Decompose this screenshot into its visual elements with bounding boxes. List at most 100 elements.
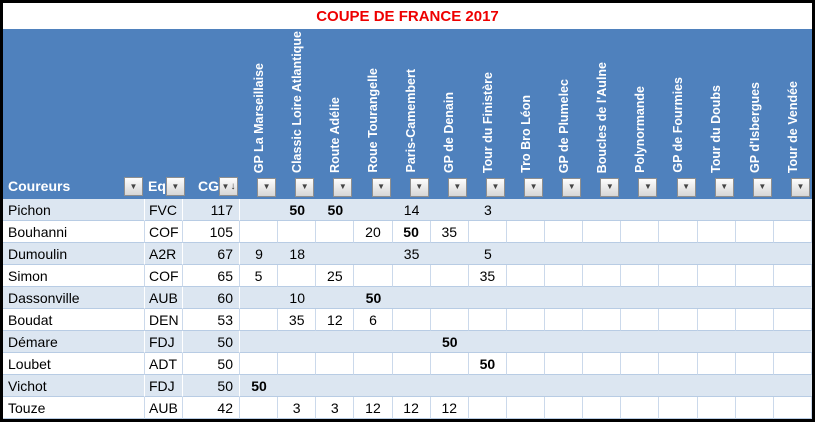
points-cell[interactable] [735,287,774,309]
points-cell[interactable] [735,265,774,287]
points-cell[interactable] [392,265,431,287]
filter-button-race[interactable]: ▼ [752,177,772,197]
points-cell[interactable] [697,353,736,375]
cg-cell[interactable]: 50 [183,375,240,397]
coureur-cell[interactable]: Simon [3,265,145,287]
points-cell[interactable] [430,287,469,309]
points-cell[interactable] [735,397,774,419]
points-cell[interactable] [659,353,698,375]
points-cell[interactable] [392,331,431,353]
points-cell[interactable] [659,331,698,353]
points-cell[interactable]: 3 [468,199,507,221]
points-cell[interactable]: 50 [278,199,317,221]
points-cell[interactable] [773,353,812,375]
points-cell[interactable] [430,309,469,331]
points-cell[interactable] [621,331,660,353]
points-cell[interactable] [506,353,546,375]
points-cell[interactable] [583,265,622,287]
points-cell[interactable] [773,221,812,243]
filter-button-race[interactable]: ▼ [562,177,582,197]
points-cell[interactable] [735,243,774,265]
points-cell[interactable] [773,375,812,397]
points-cell[interactable]: 35 [430,221,469,243]
points-cell[interactable] [392,309,431,331]
points-cell[interactable] [583,221,622,243]
points-cell[interactable] [773,397,812,419]
points-cell[interactable] [506,309,546,331]
eq-cell[interactable]: COF [145,221,183,243]
points-cell[interactable] [392,375,431,397]
points-cell[interactable]: 18 [278,243,317,265]
points-cell[interactable] [735,199,774,221]
points-cell[interactable] [392,287,431,309]
points-cell[interactable] [659,199,698,221]
points-cell[interactable] [545,309,584,331]
points-cell[interactable] [621,353,660,375]
points-cell[interactable]: 10 [278,287,317,309]
eq-cell[interactable]: FDJ [145,331,183,353]
points-cell[interactable] [354,375,393,397]
cg-cell[interactable]: 117 [183,199,240,221]
cg-cell[interactable]: 105 [183,221,240,243]
points-cell[interactable] [583,199,622,221]
points-cell[interactable] [583,375,622,397]
points-cell[interactable] [545,199,584,221]
points-cell[interactable]: 35 [468,265,507,287]
points-cell[interactable] [545,375,584,397]
coureur-cell[interactable]: Touze [3,397,145,419]
points-cell[interactable]: 20 [354,221,393,243]
points-cell[interactable] [240,287,279,309]
cg-cell[interactable]: 65 [183,265,240,287]
filter-button-race[interactable]: ▼ [371,177,391,197]
points-cell[interactable]: 25 [316,265,355,287]
points-cell[interactable] [468,221,507,243]
points-cell[interactable]: 5 [468,243,507,265]
points-cell[interactable] [545,221,584,243]
points-cell[interactable] [697,199,736,221]
points-cell[interactable]: 12 [354,397,393,419]
filter-button-coureurs[interactable]: ▼ [124,177,143,196]
points-cell[interactable] [545,397,584,419]
points-cell[interactable]: 6 [354,309,393,331]
eq-cell[interactable]: AUB [145,287,183,309]
points-cell[interactable] [240,221,279,243]
points-cell[interactable] [278,221,317,243]
points-cell[interactable]: 12 [430,397,469,419]
points-cell[interactable] [697,375,736,397]
points-cell[interactable] [354,199,393,221]
points-cell[interactable]: 50 [354,287,393,309]
points-cell[interactable]: 3 [278,397,317,419]
points-cell[interactable] [659,309,698,331]
filter-button-race[interactable]: ▼ [333,177,353,197]
eq-cell[interactable]: FVC [145,199,183,221]
points-cell[interactable] [392,353,431,375]
points-cell[interactable] [316,287,355,309]
points-cell[interactable] [545,265,584,287]
points-cell[interactable] [316,353,355,375]
points-cell[interactable] [773,243,812,265]
filter-button-race[interactable]: ▼ [638,177,658,197]
eq-cell[interactable]: ADT [145,353,183,375]
points-cell[interactable]: 50 [316,199,355,221]
points-cell[interactable]: 35 [278,309,317,331]
points-cell[interactable] [621,397,660,419]
points-cell[interactable] [583,353,622,375]
points-cell[interactable] [468,331,507,353]
eq-cell[interactable]: DEN [145,309,183,331]
cg-cell[interactable]: 67 [183,243,240,265]
cg-cell[interactable]: 50 [183,353,240,375]
coureur-cell[interactable]: Boudat [3,309,145,331]
points-cell[interactable] [659,221,698,243]
points-cell[interactable] [735,353,774,375]
points-cell[interactable] [773,265,812,287]
points-cell[interactable] [430,265,469,287]
points-cell[interactable] [278,353,317,375]
points-cell[interactable]: 50 [392,221,431,243]
points-cell[interactable] [545,243,584,265]
filter-button-race[interactable]: ▼ [485,177,505,197]
points-cell[interactable] [506,287,546,309]
eq-cell[interactable]: FDJ [145,375,183,397]
points-cell[interactable] [583,331,622,353]
points-cell[interactable] [735,331,774,353]
points-cell[interactable] [621,265,660,287]
